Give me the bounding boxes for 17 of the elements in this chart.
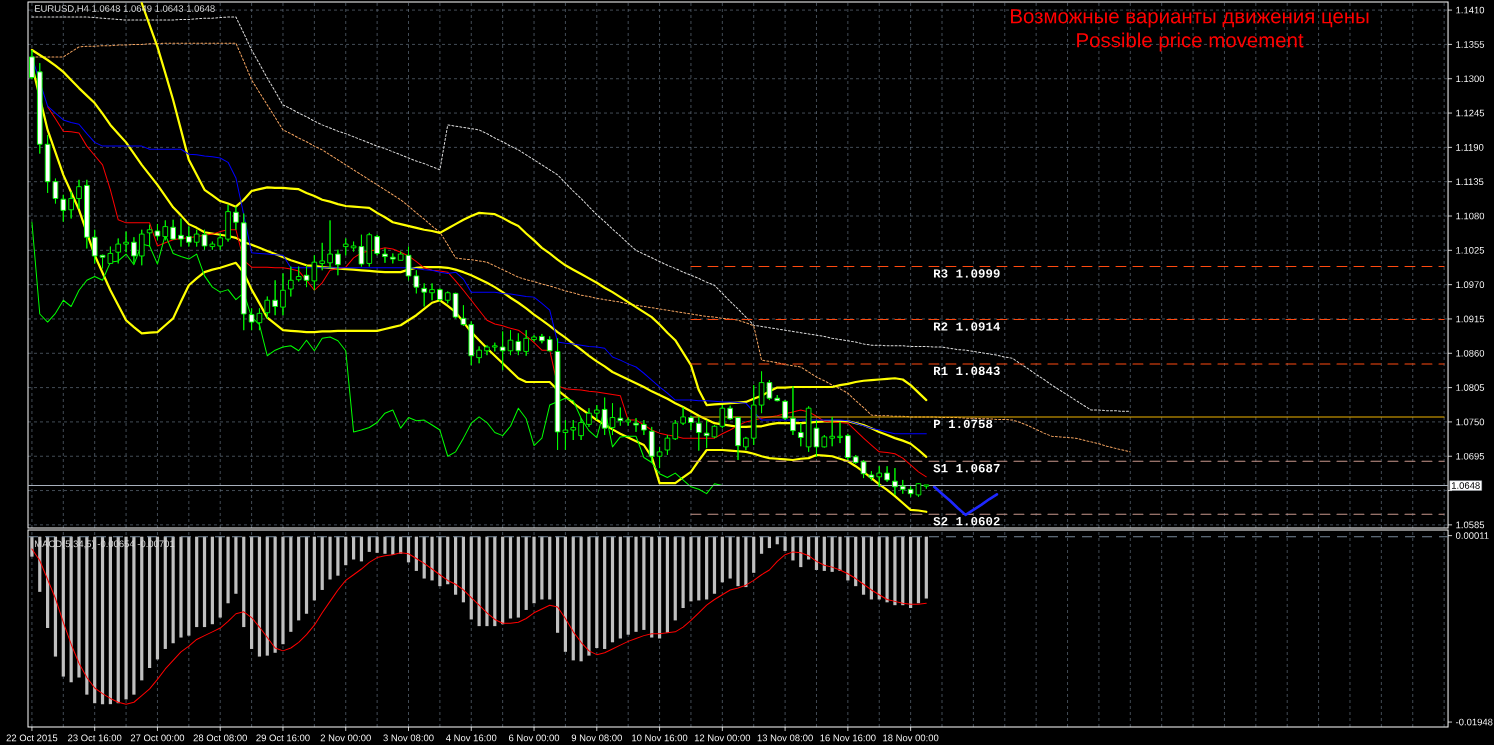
- x-tick-label: 22 Oct 2015: [6, 734, 58, 742]
- x-tick-label: 4 Nov 16:00: [445, 734, 497, 742]
- x-tick-label: 29 Oct 16:00: [256, 734, 310, 742]
- x-tick-label: 10 Nov 16:00: [632, 734, 688, 742]
- x-tick-label: 18 Nov 00:00: [883, 734, 939, 742]
- x-tick-label: 12 Nov 00:00: [694, 734, 751, 742]
- x-tick-label: 28 Oct 08:00: [193, 734, 247, 742]
- x-tick-label: 9 Nov 08:00: [571, 734, 622, 742]
- x-tick-label: 3 Nov 08:00: [383, 734, 434, 742]
- x-tick-label: 13 Nov 08:00: [757, 734, 813, 742]
- x-tick-label: 6 Nov 00:00: [509, 734, 560, 742]
- x-tick-label: 23 Oct 16:00: [68, 734, 122, 742]
- x-tick-label: 16 Nov 16:00: [820, 734, 876, 742]
- x-tick-label: 27 Oct 00:00: [130, 734, 185, 742]
- x-tick-label: 2 Nov 00:00: [320, 734, 371, 742]
- y-tick-label: -0.01948: [1455, 718, 1493, 726]
- y-tick-label: 0.00011: [1455, 532, 1489, 539]
